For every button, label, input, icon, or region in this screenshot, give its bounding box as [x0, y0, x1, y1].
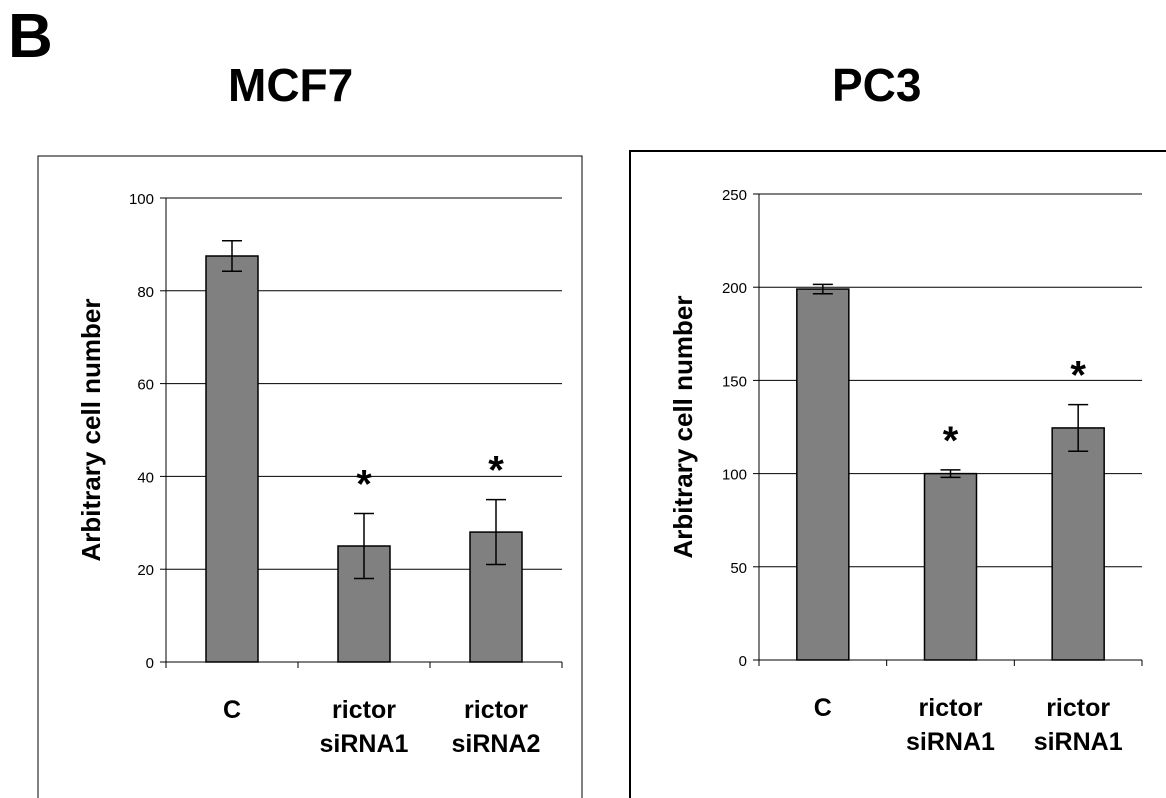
category-label-mcf7: rictor — [464, 696, 528, 724]
category-label-mcf7: siRNA2 — [452, 730, 541, 758]
significance-marker-mcf7: * — [356, 463, 372, 507]
bar-pc3 — [1051, 427, 1105, 661]
y-tick-label-mcf7: 100 — [129, 191, 154, 208]
y-tick-label-mcf7: 40 — [137, 469, 154, 486]
y-axis-label-mcf7: Arbitrary cell number — [76, 299, 106, 562]
significance-marker-mcf7: * — [488, 449, 504, 493]
panel-letter: B — [8, 2, 53, 71]
category-label-pc3: rictor — [1046, 694, 1110, 722]
y-tick-label-pc3: 100 — [722, 467, 747, 484]
y-tick-label-mcf7: 20 — [137, 562, 154, 579]
bar-pc3 — [796, 288, 850, 661]
category-label-mcf7: siRNA1 — [320, 730, 409, 758]
y-tick-label-mcf7: 0 — [146, 655, 154, 672]
chart-title-pc3: PC3 — [832, 59, 922, 111]
y-tick-label-mcf7: 80 — [137, 284, 154, 301]
bar-pc3 — [923, 472, 978, 661]
y-tick-label-pc3: 50 — [730, 560, 747, 577]
y-tick-label-pc3: 0 — [739, 653, 747, 670]
category-label-pc3: C — [814, 694, 832, 722]
y-tick-label-mcf7: 60 — [137, 377, 154, 394]
chart-mcf7: 0 20 40 60 80 100 Arbitrary cell number C * ricto… — [76, 191, 563, 758]
y-tick-label-pc3: 150 — [722, 373, 747, 390]
y-axis-label-pc3: Arbitrary cell number — [668, 296, 698, 559]
chart-frame-pc3 — [629, 150, 1166, 798]
category-label-mcf7: rictor — [332, 696, 396, 724]
category-label-pc3: siRNA1 — [906, 728, 995, 756]
significance-marker-pc3: * — [1070, 354, 1086, 398]
category-label-pc3: rictor — [919, 694, 983, 722]
bar-mcf7 — [205, 255, 259, 663]
category-label-mcf7: C — [223, 696, 241, 724]
y-tick-label-pc3: 250 — [722, 187, 747, 204]
chart-title-mcf7: MCF7 — [228, 59, 354, 111]
y-tick-label-pc3: 200 — [722, 280, 747, 297]
chart-frame-mcf7 — [37, 155, 583, 798]
chart-pc3: 0 50 100 150 200 250 Arbitrary cell number C * ri… — [668, 187, 1143, 756]
category-label-pc3: siRNA1 — [1034, 728, 1123, 756]
significance-marker-pc3: * — [943, 419, 959, 463]
